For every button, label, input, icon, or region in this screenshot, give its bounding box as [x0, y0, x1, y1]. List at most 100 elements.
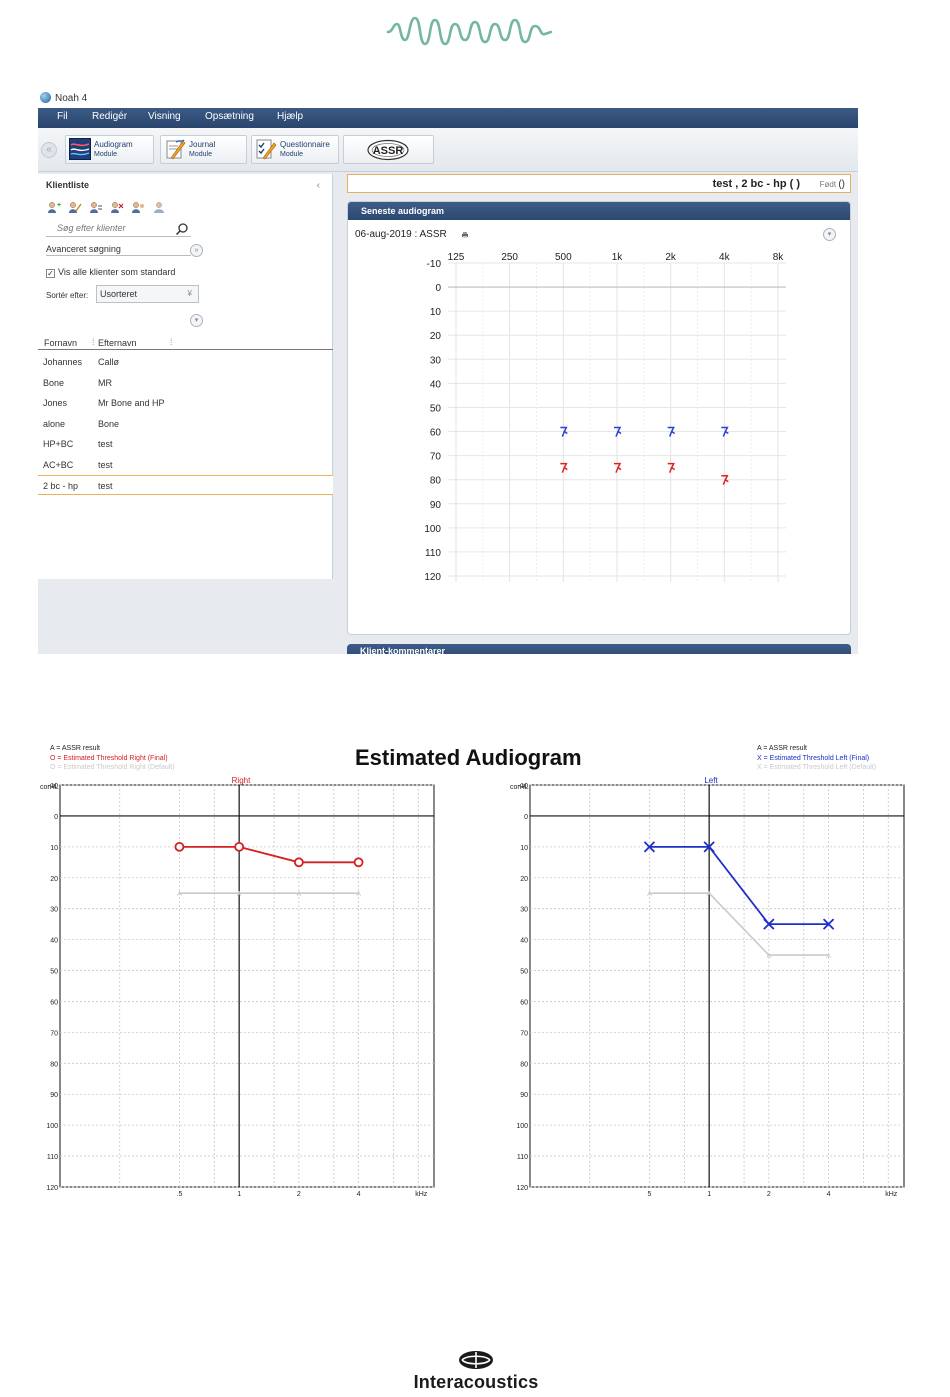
table-row[interactable]: Bone MR [38, 373, 333, 393]
card-header [348, 202, 850, 220]
assr-logo-text: ASSR [373, 145, 404, 157]
advanced-search-expand-icon[interactable]: » [190, 244, 203, 257]
legend-final: X = Estimated Threshold Left (Final) [757, 754, 870, 762]
menu-visning[interactable]: Visning [148, 111, 181, 122]
series-line [649, 845, 829, 926]
menu-bar: Fil Redigér Visning Opsætning Hjælp [38, 108, 858, 128]
assr-module-button[interactable]: ASSR [343, 135, 434, 164]
audiogram-module-button[interactable]: Audiogram Module [65, 135, 154, 164]
merge-clients-icon[interactable] [131, 201, 145, 214]
client-comments-title: Klient-kommentarer [360, 646, 446, 654]
x-tick-label: 2k [665, 252, 677, 263]
table-row[interactable]: alone Bone [38, 414, 333, 434]
y-tick-label: 50 [430, 403, 442, 414]
cell-last-name: test [98, 481, 113, 491]
table-row[interactable]: AC+BC test [38, 455, 333, 475]
threshold-circle-marker [234, 841, 245, 852]
y-tick-label: 100 [424, 524, 441, 535]
menu-fil[interactable]: Fil [57, 111, 68, 122]
y-tick-label: 70 [50, 1030, 58, 1037]
cell-last-name: Callø [98, 357, 120, 367]
session-label[interactable]: 06-aug-2019 : ASSR [355, 229, 447, 240]
assr-a-marker: A [237, 891, 242, 898]
y-tick-label: 40 [520, 938, 528, 945]
client-sync-icon[interactable] [152, 201, 166, 214]
questionnaire-module-button[interactable]: Questionnaire Module [251, 135, 339, 164]
y-tick-label: 0 [54, 814, 58, 821]
menu-opsaetning[interactable]: Opsætning [205, 111, 254, 122]
column-last-name[interactable]: Efternavn [98, 338, 137, 348]
y-tick-label: 90 [430, 500, 442, 511]
search-clients-input[interactable]: Søg efter klienter [46, 221, 191, 237]
y-tick-label: 0 [524, 814, 528, 821]
y-tick-label: 120 [46, 1185, 58, 1192]
client-details-icon[interactable] [89, 201, 103, 214]
sort-select[interactable]: Usorteret ¥ [96, 285, 199, 303]
y-tick-label: 110 [425, 548, 441, 559]
module-sublabel: Module [94, 151, 117, 158]
menu-rediger[interactable]: Redigér [92, 111, 128, 122]
x-tick-label: 2 [767, 1191, 771, 1198]
plot-frame [529, 784, 905, 1188]
module-sublabel: Module [280, 151, 303, 158]
estimated-audiogram-right: -10 0 10 20 30 40 50 60 70 80 90 100 110 120 corHL Righ… [40, 776, 435, 1198]
legend-assr: A = ASSR result [757, 745, 807, 752]
y-tick-label: 10 [50, 845, 58, 852]
column-resize-handle[interactable]: ⁞ [170, 337, 173, 347]
y-tick-label: 0 [435, 283, 441, 294]
session-dropdown-chevron-icon[interactable]: ▾ [823, 228, 836, 241]
journal-module-button[interactable]: Journal Module [160, 135, 247, 164]
born-value: () [838, 179, 845, 190]
y-tick-label: 90 [520, 1092, 528, 1099]
double-chevron-down-icon: ¥ [187, 289, 192, 298]
y-tick-label: -10 [427, 259, 442, 270]
x-tick-label: 1 [237, 1191, 241, 1198]
client-table-header: Fornavn ⁞ Efternavn ⁞ [38, 334, 333, 350]
column-resize-handle[interactable]: ⁞ [92, 337, 95, 347]
search-icon[interactable] [175, 222, 189, 236]
y-tick-label: 30 [50, 907, 58, 914]
y-tick-label: 60 [430, 428, 442, 439]
interacoustics-ear-icon [459, 1351, 493, 1369]
window-title: Noah 4 [55, 93, 88, 104]
y-tick-label: 80 [520, 1061, 528, 1068]
y-tick-label: 120 [516, 1185, 528, 1192]
active-client-name: test , 2 bc - hp ( ) [712, 178, 800, 190]
more-options-chevron-icon[interactable]: ▾ [190, 314, 203, 327]
noah-window: Noah 4 Fil Redigér Visning Opsætning Hjæ… [38, 88, 858, 654]
table-row-selected[interactable]: 2 bc - hp test [38, 475, 333, 495]
y-tick-label: 70 [520, 1030, 528, 1037]
estimated-audiogram-title: Estimated Audiogram [355, 745, 582, 770]
advanced-search-link[interactable]: Avanceret søgning [46, 244, 191, 256]
collapse-panel-icon[interactable]: ‹ [316, 180, 320, 191]
marker-stroke [667, 462, 676, 473]
sort-value: Usorteret [100, 289, 138, 299]
table-row[interactable]: Jones Mr Bone and HP [38, 393, 333, 413]
y-tick-label: 80 [430, 476, 442, 487]
print-icon[interactable] [461, 231, 469, 239]
right-legend: A = ASSR result O = Estimated Threshold … [50, 744, 175, 773]
delete-client-icon[interactable] [110, 201, 124, 214]
add-client-icon[interactable]: + [47, 201, 61, 214]
svg-text:+: + [57, 202, 61, 209]
menu-hjaelp[interactable]: Hjælp [277, 111, 304, 122]
show-all-clients-checkbox[interactable]: ✓ Vis alle klienter som standard [46, 267, 175, 278]
red-assr-marker [667, 462, 676, 473]
module-label: Audiogram [94, 140, 133, 149]
y-tick-label: 100 [46, 1123, 58, 1130]
x-tick-label: 8k [773, 252, 785, 263]
legend-default: X = Estimated Threshold Left (Default) [757, 764, 877, 771]
audiogram-icon [69, 138, 91, 160]
column-first-name[interactable]: Fornavn [44, 338, 78, 348]
plot-frame [59, 784, 435, 1188]
threshold-x-marker [822, 918, 835, 930]
interacoustics-wave-logo [386, 16, 553, 46]
assr-a-marker: A [826, 953, 831, 960]
collapse-modules-button[interactable]: « [41, 142, 57, 158]
module-label: Questionnaire [280, 140, 330, 149]
legend-final: O = Estimated Threshold Right (Final) [50, 754, 168, 762]
birth-date: Født () [820, 179, 845, 190]
table-row[interactable]: Johannes Callø [38, 352, 333, 372]
table-row[interactable]: HP+BC test [38, 434, 333, 454]
edit-client-icon[interactable] [68, 201, 82, 214]
